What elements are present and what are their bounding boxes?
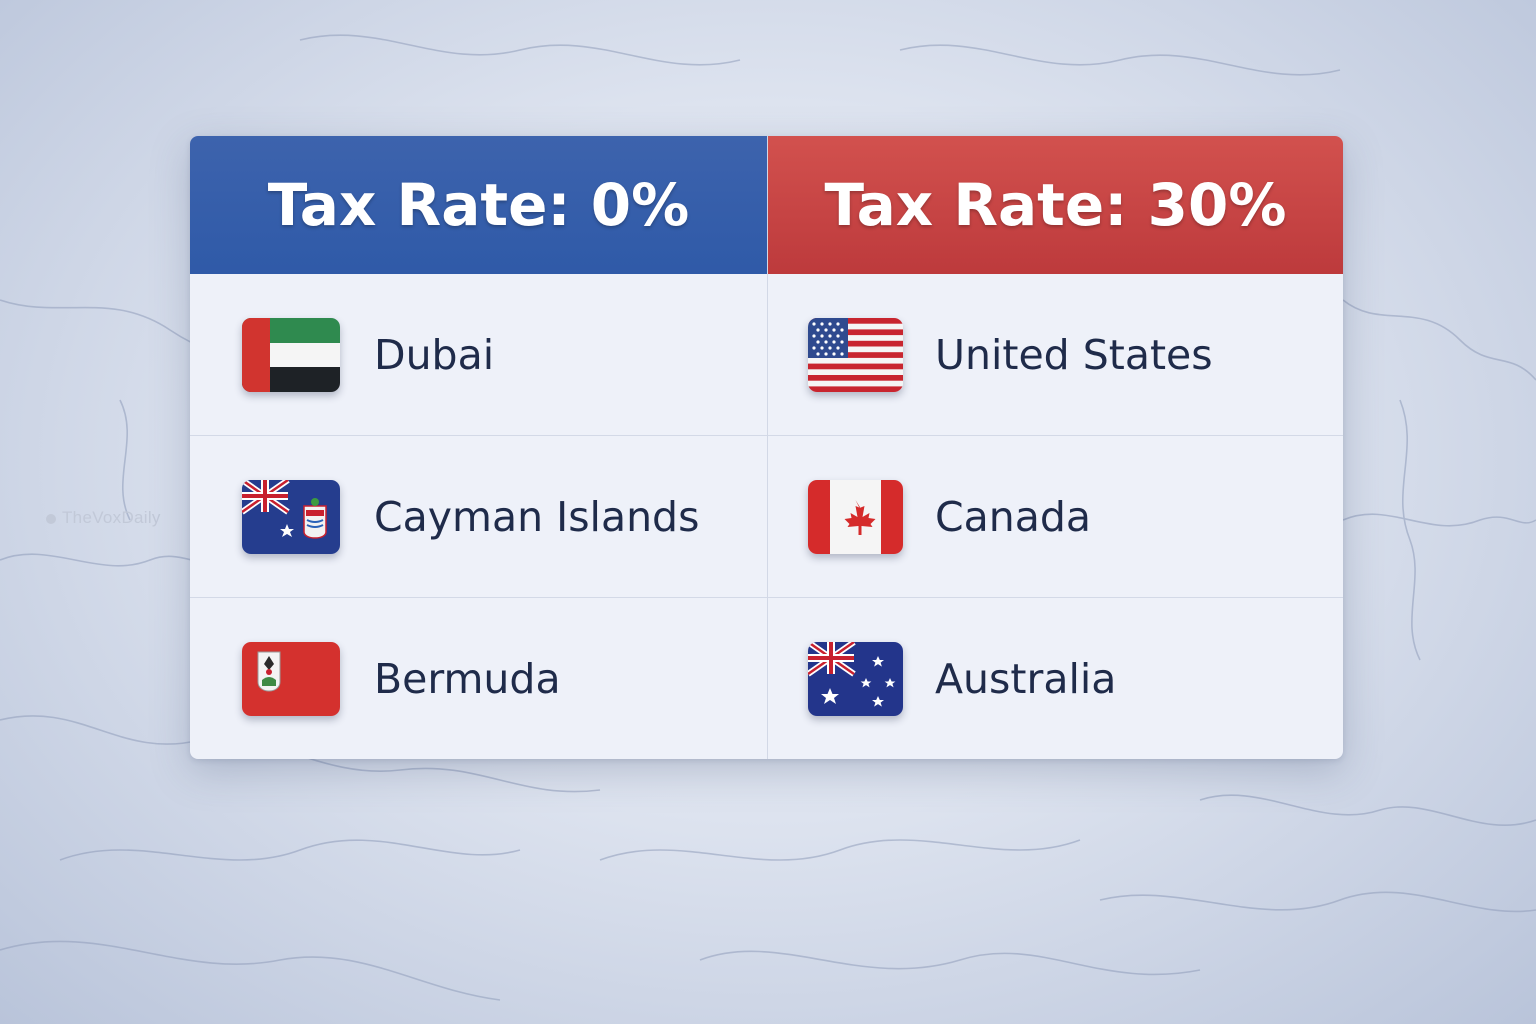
country-name: Canada	[935, 492, 1092, 541]
country-name: Australia	[935, 654, 1117, 703]
tax-comparison-table: Tax Rate: 0% Dubai	[190, 136, 1343, 759]
watermark: TheVoxDaily	[46, 508, 161, 528]
table-row: Canada	[768, 436, 1343, 598]
column-header-high-tax: Tax Rate: 30%	[768, 136, 1343, 274]
cayman-islands-flag-icon	[242, 479, 340, 554]
country-name: Cayman Islands	[374, 492, 700, 541]
table-row: Australia	[768, 598, 1343, 759]
table-row: Dubai	[190, 274, 767, 436]
table-row: United States	[768, 274, 1343, 436]
table-row: Bermuda	[190, 598, 767, 759]
canada-flag-icon	[808, 479, 903, 554]
usa-flag-icon	[808, 317, 903, 392]
bermuda-flag-icon	[242, 641, 340, 716]
country-name: Dubai	[374, 330, 495, 379]
country-name: United States	[935, 330, 1213, 379]
pin-icon	[46, 513, 56, 524]
country-name: Bermuda	[374, 654, 561, 703]
column-divider	[767, 136, 768, 759]
uae-flag-icon	[242, 317, 340, 392]
zero-tax-column: Tax Rate: 0% Dubai	[190, 136, 767, 759]
table-row: Cayman Islands	[190, 436, 767, 598]
column-header-zero-tax: Tax Rate: 0%	[190, 136, 767, 274]
australia-flag-icon	[808, 641, 903, 716]
high-tax-column: Tax Rate: 30%	[768, 136, 1343, 759]
